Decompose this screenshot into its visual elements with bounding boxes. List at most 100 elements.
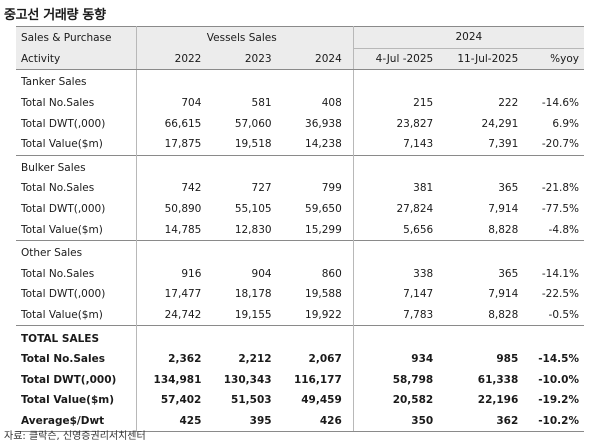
value-d2: 985	[496, 353, 519, 366]
header-date-2: 11-Jul-2025	[438, 48, 524, 71]
column-spacer	[346, 369, 354, 391]
header-year-2024: 2024	[353, 26, 584, 49]
header-row-2: Activity 2022 2023 2024 4-Jul -2025 11-J…	[16, 48, 584, 71]
header-2022: 2022	[136, 48, 207, 71]
value-d2: 7,914	[488, 288, 519, 301]
value-pct: -22.5%	[541, 288, 579, 301]
empty-cell	[206, 154, 277, 179]
column-spacer	[346, 263, 354, 285]
value-y2022: 14,785	[164, 223, 202, 236]
figure-title: 중고선 거래량 동향	[4, 8, 106, 23]
value-y2022: 17,477	[164, 288, 202, 301]
table-row: Total Value($m) 14,785 12,830 15,299 5,656 8,…	[16, 219, 584, 241]
value-d2: 61,338	[477, 373, 519, 386]
value-pct: -10.0%	[538, 373, 579, 386]
empty-cell	[353, 325, 439, 349]
value-d1: 338	[413, 267, 434, 280]
section-name: Tanker Sales	[16, 69, 137, 93]
value-y2023: 51,503	[231, 394, 272, 407]
column-spacer	[346, 219, 354, 241]
value-y2022: 134,981	[153, 373, 202, 386]
value-d1: 27,824	[396, 203, 434, 216]
empty-cell	[523, 325, 584, 349]
column-spacer	[346, 390, 354, 411]
value-y2022: 916	[181, 267, 202, 280]
header-vessels-sales: Vessels Sales	[136, 26, 347, 49]
value-pct: 6.9%	[552, 117, 579, 130]
value-y2023: 395	[206, 410, 277, 433]
value-y2023: 581	[251, 97, 272, 110]
value-d1: 350	[353, 410, 439, 433]
row-label: Total No.Sales	[16, 348, 137, 370]
value-y2023: 12,830	[234, 223, 272, 236]
value-y2024: 19,588	[305, 288, 342, 301]
column-spacer	[346, 304, 354, 326]
empty-cell	[438, 69, 524, 93]
empty-cell	[438, 154, 524, 179]
table-row: Total Value($m) 24,742 19,155 19,922 7,783 8,…	[16, 304, 584, 326]
section-header-row: Other Sales	[16, 239, 584, 264]
table-row: Total DWT(,000) 50,890 55,105 59,650 27,824 7…	[16, 198, 584, 220]
empty-cell	[136, 69, 207, 93]
empty-cell	[523, 69, 584, 93]
value-y2022: 742	[181, 182, 202, 195]
row-label: Average$/Dwt	[16, 410, 137, 433]
table-row: Average$/Dwt 425 395 426 350 362 -10.2%	[16, 410, 584, 433]
value-y2023: 19,518	[234, 138, 272, 151]
empty-cell	[206, 69, 277, 93]
value-d2: 362	[438, 410, 524, 433]
value-y2024: 49,459	[301, 394, 342, 407]
value-y2024: 59,650	[305, 203, 342, 216]
table-row: Total Value($m) 17,875 19,518 14,238 7,143 7,…	[16, 133, 584, 156]
column-spacer	[346, 113, 354, 134]
value-d1: 7,147	[403, 288, 434, 301]
value-pct: -14.1%	[541, 267, 579, 280]
value-d2: 222	[498, 97, 519, 110]
value-d1: 23,827	[396, 117, 434, 130]
value-d2: 8,828	[488, 223, 519, 236]
value-d1: 20,582	[392, 394, 434, 407]
value-pct: -4.8%	[548, 223, 579, 236]
value-d2: 7,391	[488, 138, 519, 151]
table-row: Total No.Sales 2,362 2,212 2,067 934 985 -14.5…	[16, 348, 584, 370]
value-y2023: 55,105	[234, 203, 272, 216]
row-label: Total DWT(,000)	[16, 113, 137, 134]
row-label: Total Value($m)	[16, 219, 137, 241]
value-d1: 7,143	[403, 138, 434, 151]
value-y2023: 19,155	[234, 309, 272, 322]
header-date-1: 4-Jul -2025	[353, 48, 439, 71]
column-spacer	[346, 92, 354, 114]
empty-cell	[438, 239, 524, 264]
empty-cell	[136, 325, 207, 349]
value-y2022: 17,875	[164, 138, 202, 151]
value-y2024: 15,299	[305, 223, 342, 236]
empty-cell	[353, 154, 439, 179]
value-y2024: 14,238	[305, 138, 342, 151]
table-row: Total Value($m) 57,402 51,503 49,459 20,582 2…	[16, 390, 584, 411]
empty-cell	[438, 325, 524, 349]
value-y2024: 2,067	[308, 353, 342, 366]
value-y2024: 116,177	[293, 373, 342, 386]
empty-cell	[276, 325, 347, 349]
table-row: Total DWT(,000) 17,477 18,178 19,588 7,147 7,…	[16, 284, 584, 305]
source-note: 자료: 클락슨, 신영증권리서치센터	[4, 431, 146, 442]
value-d2: 365	[498, 267, 519, 280]
value-d1: 58,798	[392, 373, 434, 386]
empty-cell	[353, 69, 439, 93]
value-d1: 381	[413, 182, 434, 195]
value-pct: -10.2%	[523, 410, 584, 433]
header-spacer	[346, 26, 354, 49]
value-d2: 8,828	[488, 309, 519, 322]
value-y2022: 24,742	[164, 309, 202, 322]
table-body: Tanker Sales Total No.Sales 704 581 408 215 22…	[16, 69, 584, 433]
value-pct: -14.5%	[538, 353, 579, 366]
column-spacer	[346, 198, 354, 220]
table-row: Total DWT(,000) 134,981 130,343 116,177 58,7…	[16, 369, 584, 391]
empty-cell	[276, 69, 347, 93]
value-d2: 365	[498, 182, 519, 195]
value-pct: -0.5%	[548, 309, 579, 322]
value-y2024: 860	[321, 267, 342, 280]
header-sales-purchase: Sales & Purchase	[16, 26, 137, 49]
row-label: Total No.Sales	[16, 92, 137, 114]
